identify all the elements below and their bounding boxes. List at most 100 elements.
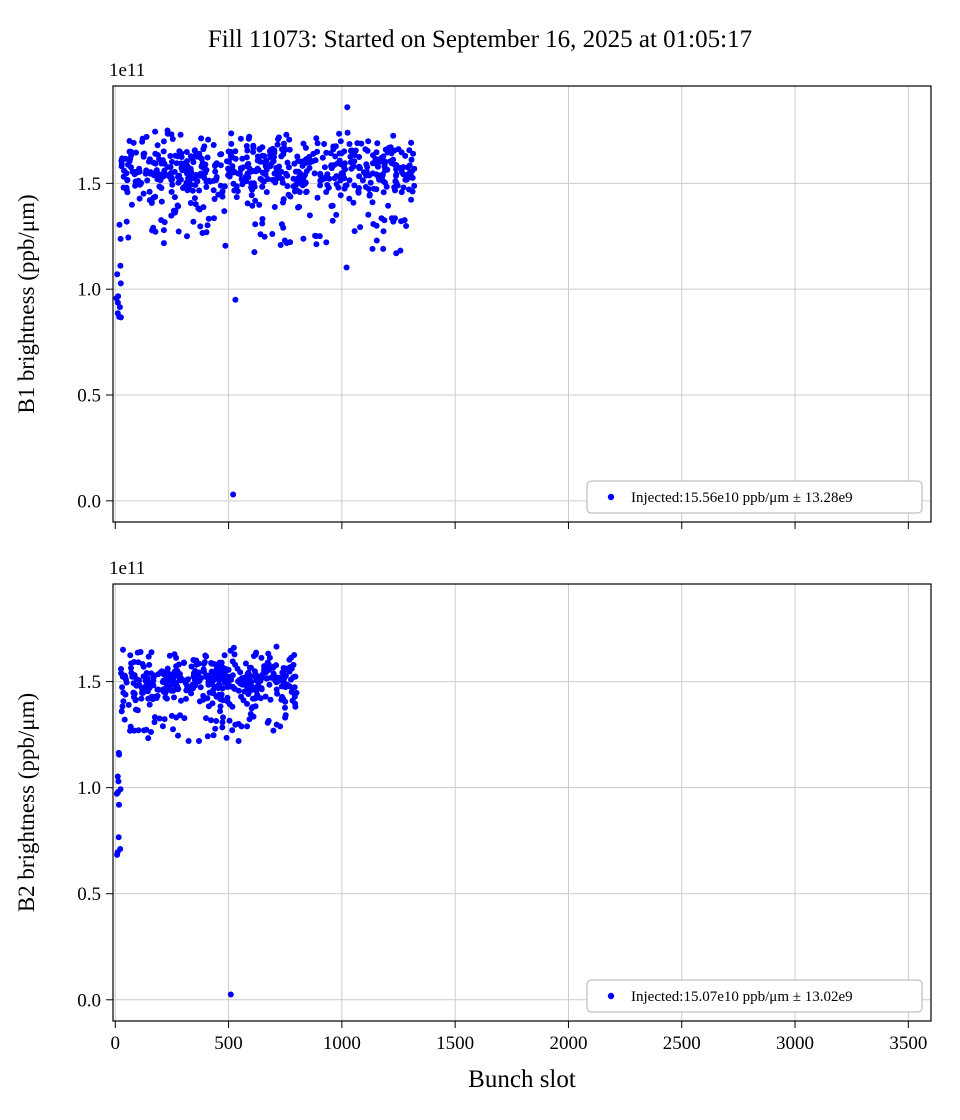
scatter-point [250, 149, 257, 155]
y-tick-label: 0.5 [77, 884, 101, 905]
scatter-point [152, 150, 159, 157]
scatter-point [324, 182, 331, 188]
scatter-point [316, 233, 323, 240]
scatter-point [284, 183, 291, 190]
scatter-point [217, 151, 224, 158]
scatter-point [337, 192, 344, 199]
scatter-point [188, 175, 194, 182]
scatter-point [250, 180, 257, 187]
scatter-point [230, 180, 237, 187]
scatter-point [313, 241, 320, 248]
x-tick-label: 500 [214, 1033, 243, 1054]
scatter-point [369, 199, 376, 206]
scatter-point [237, 669, 244, 676]
scatter-point [211, 671, 218, 678]
scatter-point [175, 228, 182, 235]
scatter-point [168, 176, 175, 183]
scatter-point [338, 150, 345, 157]
scatter-point [273, 643, 280, 650]
scatter-point [266, 681, 273, 688]
scatter-point [330, 146, 337, 153]
scatter-point [192, 682, 199, 689]
scatter-point [120, 646, 126, 653]
scatter-point [203, 653, 210, 660]
scatter-point [219, 719, 226, 726]
scatter-point [410, 150, 417, 157]
scatter-point [245, 691, 252, 697]
scatter-point [274, 690, 281, 697]
scatter-point [278, 221, 285, 228]
scatter-point [351, 182, 358, 189]
scatter-point [185, 184, 192, 191]
scatter-point [191, 147, 198, 154]
scatter-point [340, 171, 347, 178]
scatter-point [390, 132, 397, 139]
scatter-point [166, 652, 173, 659]
scatter-point [121, 716, 128, 723]
scatter-point [200, 694, 207, 701]
scatter-point [220, 714, 226, 721]
scatter-point [168, 131, 175, 138]
scatter-point [184, 676, 191, 683]
scatter-point [284, 159, 291, 166]
scatter-point [350, 199, 357, 206]
scatter-point [282, 698, 289, 705]
scatter-point [268, 146, 274, 153]
scatter-point [192, 201, 199, 208]
scatter-point [136, 195, 143, 202]
scatter-point [406, 147, 413, 154]
scatter-point [174, 202, 181, 209]
scatter-point [146, 188, 153, 195]
scatter-point [173, 160, 180, 167]
scatter-point [133, 149, 139, 156]
scatter-point [398, 218, 405, 225]
scatter-point [303, 188, 310, 195]
scatter-point [251, 249, 258, 256]
scatter-point [363, 172, 370, 179]
axes-frame [112, 85, 932, 523]
scatter-point [388, 215, 395, 222]
scatter-point [312, 157, 319, 164]
scatter-point [242, 660, 249, 667]
scatter-point [168, 188, 175, 195]
scatter-point [254, 165, 261, 172]
scatter-point [334, 160, 341, 167]
scatter-point [128, 665, 134, 671]
scatter-point [387, 144, 394, 151]
scatter-point [374, 140, 381, 147]
scatter-point [115, 834, 122, 841]
scatter-point [336, 130, 343, 137]
scatter-point [212, 725, 219, 732]
scatter-point [213, 176, 220, 182]
scatter-point [270, 670, 277, 677]
scatter-point [262, 693, 269, 700]
scatter-point [215, 683, 222, 690]
scatter-point [212, 162, 218, 169]
scatter-point [218, 691, 225, 698]
legend-box [586, 979, 923, 1013]
scatter-point [365, 211, 372, 218]
scatter-point [265, 650, 272, 657]
scatter-point [195, 660, 202, 667]
scatter-point [150, 672, 157, 679]
scatter-point [319, 154, 326, 161]
scatter-point [269, 176, 276, 183]
scatter-point [285, 191, 292, 198]
scatter-point [348, 147, 355, 154]
scatter-point [378, 215, 385, 222]
scatter-point [196, 698, 203, 705]
b2-brightness-chart: 0.0 0.5 1.0 1.5 0 500 1000 1500 2000 2500 3000 3500… [14, 558, 932, 1093]
scatter-point [208, 660, 215, 667]
scatter-point [179, 164, 186, 171]
scatter-point [205, 136, 212, 143]
y-tick-label: 1.0 [77, 778, 101, 799]
x-tick-label: 2500 [663, 1033, 701, 1054]
scatter-point [175, 661, 182, 668]
scatter-point [166, 686, 173, 692]
scatter-point [124, 189, 131, 196]
scatter-point [408, 139, 415, 146]
scatter-point [252, 221, 259, 228]
scatter-point [314, 140, 321, 147]
scatter-point [162, 689, 169, 696]
scatter-point [177, 712, 183, 719]
